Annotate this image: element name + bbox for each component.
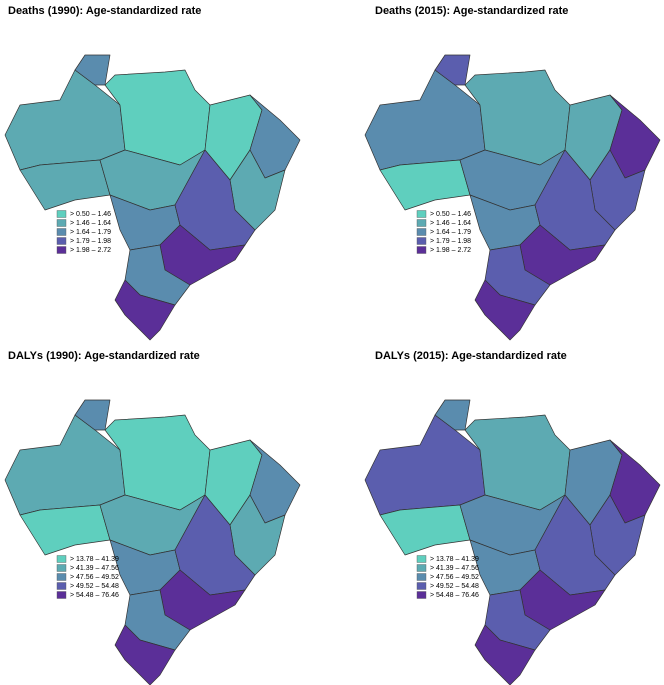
map — [364, 54, 661, 341]
legend-label: > 13.78 – 41.39 — [70, 556, 119, 563]
legend-label: > 1.98 – 2.72 — [70, 247, 111, 254]
legend-label: > 54.48 – 76.46 — [430, 592, 479, 599]
region — [74, 399, 111, 431]
legend-swatch — [416, 228, 427, 236]
legend-swatch — [56, 564, 67, 572]
legend-label: > 1.46 – 1.64 — [70, 220, 111, 227]
map-panel: > 0.50 – 1.46 > 1.46 – 1.64 > 1.64 – 1.79 >… — [4, 54, 301, 341]
legend-label: > 0.50 – 1.46 — [70, 211, 111, 218]
legend-label: > 41.39 – 47.56 — [70, 565, 119, 572]
legend-swatch — [416, 555, 427, 563]
legend-label: > 47.56 – 49.52 — [70, 574, 119, 581]
region — [114, 624, 176, 685]
region — [19, 504, 111, 556]
legend-swatch — [416, 210, 427, 218]
region — [379, 159, 471, 211]
legend-label: > 54.48 – 76.46 — [70, 592, 119, 599]
map — [364, 399, 661, 685]
legend-swatch — [416, 573, 427, 581]
legend-label: > 1.64 – 1.79 — [430, 229, 471, 236]
region — [19, 159, 111, 211]
legend-label: > 41.39 – 47.56 — [430, 565, 479, 572]
legend-label: > 47.56 – 49.52 — [430, 574, 479, 581]
legend-label: > 0.50 – 1.46 — [430, 211, 471, 218]
legend-swatch — [416, 582, 427, 590]
panel-title: Deaths (1990): Age-standardized rate — [8, 5, 201, 17]
region — [379, 504, 471, 556]
region — [434, 399, 471, 431]
legend-swatch — [416, 591, 427, 599]
legend-swatch — [56, 219, 67, 227]
map-panel: > 0.50 – 1.46 > 1.46 – 1.64 > 1.64 – 1.79 >… — [364, 54, 661, 341]
legend-swatch — [56, 210, 67, 218]
legend-swatch — [56, 591, 67, 599]
panel-title: DALYs (1990): Age-standardized rate — [8, 350, 200, 362]
legend-label: > 1.79 – 1.98 — [70, 238, 111, 245]
panel-title: Deaths (2015): Age-standardized rate — [375, 5, 568, 17]
legend-label: > 13.78 – 41.39 — [430, 556, 479, 563]
legend-label: > 1.79 – 1.98 — [430, 238, 471, 245]
legend-label: > 1.46 – 1.64 — [430, 220, 471, 227]
legend-swatch — [56, 582, 67, 590]
map — [4, 399, 301, 685]
region — [434, 54, 471, 86]
legend-label: > 1.64 – 1.79 — [70, 229, 111, 236]
region — [474, 279, 536, 341]
map-panel: > 13.78 – 41.39 > 41.39 – 47.56 > 47.56 – … — [4, 399, 301, 685]
region — [474, 624, 536, 685]
region — [74, 54, 111, 86]
legend-swatch — [56, 228, 67, 236]
legend-swatch — [56, 555, 67, 563]
legend-label: > 1.98 – 2.72 — [430, 247, 471, 254]
legend-swatch — [56, 573, 67, 581]
legend-label: > 49.52 – 54.48 — [70, 583, 119, 590]
map-panel: > 13.78 – 41.39 > 41.39 – 47.56 > 47.56 – … — [364, 399, 661, 685]
legend-swatch — [416, 219, 427, 227]
map — [4, 54, 301, 341]
legend-swatch — [56, 246, 67, 254]
legend-swatch — [416, 237, 427, 245]
legend-label: > 49.52 – 54.48 — [430, 583, 479, 590]
legend-swatch — [416, 246, 427, 254]
region — [114, 279, 176, 341]
legend-swatch — [56, 237, 67, 245]
panel-title: DALYs (2015): Age-standardized rate — [375, 350, 567, 362]
legend-swatch — [416, 564, 427, 572]
